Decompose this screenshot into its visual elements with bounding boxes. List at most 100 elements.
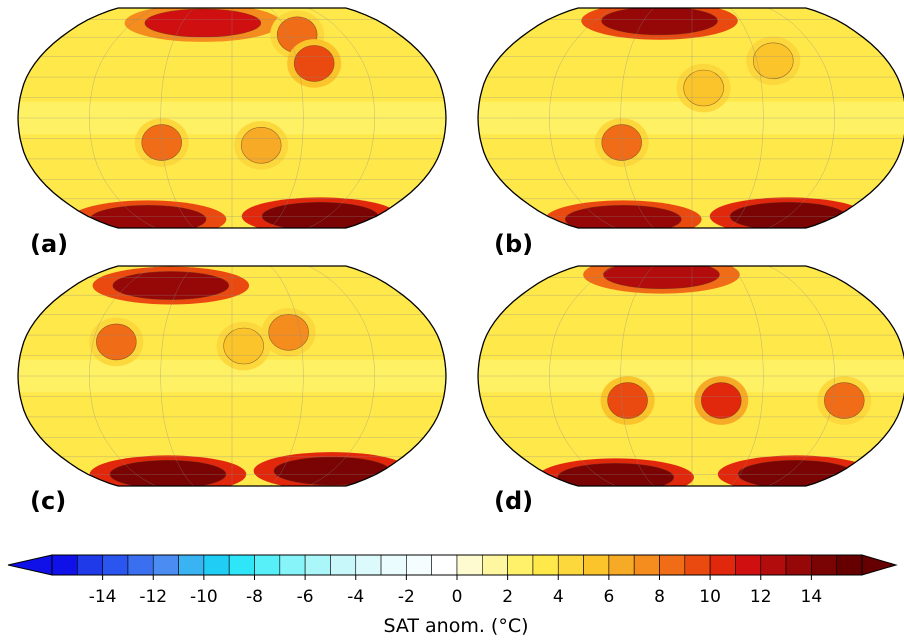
colorbar-segment xyxy=(836,554,863,576)
colorbar-ticks: -14 -12 -10 -8 -6 -4 -2 0 2 4 6 8 10 12 14 xyxy=(89,575,822,607)
colorbar-segment xyxy=(633,554,660,576)
colorbar-segment xyxy=(583,554,610,576)
colorbar-segment xyxy=(456,554,483,576)
meridian-line xyxy=(269,266,304,486)
colorbar-segment xyxy=(557,554,584,576)
colorbar-tick-label: 8 xyxy=(654,587,665,607)
colorbar-segment xyxy=(355,554,382,576)
meridian-line xyxy=(160,8,195,228)
colorbar-tick-label: -6 xyxy=(297,587,314,607)
meridian-line xyxy=(269,8,304,228)
colorbar-tick-label: 0 xyxy=(452,587,463,607)
colorbar-segment xyxy=(203,554,230,576)
colorbar-segment xyxy=(608,554,635,576)
colorbar-segment xyxy=(127,554,154,576)
meridian-line xyxy=(549,266,617,486)
colorbar-segment xyxy=(406,554,432,576)
colorbar-tick-label: 12 xyxy=(750,587,772,607)
meridian-line xyxy=(89,8,157,228)
colorbar-segment xyxy=(811,554,837,576)
colorbar-tick-label: -4 xyxy=(347,587,364,607)
anomaly-contour xyxy=(603,266,720,289)
colorbar-tick-label: -8 xyxy=(246,587,263,607)
anomaly-contour xyxy=(700,382,742,419)
anomaly-contour xyxy=(752,42,794,80)
colorbar-segment xyxy=(431,554,458,576)
meridian-line xyxy=(767,8,835,228)
meridian-line xyxy=(89,266,157,486)
anomaly-contour xyxy=(564,205,682,228)
panel-label-c: (c) xyxy=(30,487,66,515)
anomaly-contour xyxy=(223,327,264,365)
meridian-line xyxy=(767,266,835,486)
map-outline xyxy=(477,7,904,229)
colorbar-tick-label: 4 xyxy=(553,587,564,607)
anomaly-hotspot xyxy=(753,42,794,79)
colorbar-segment xyxy=(709,554,736,576)
colorbar-segment xyxy=(279,554,306,576)
anomaly-hotspot xyxy=(223,327,264,364)
anomaly-contour xyxy=(601,8,718,36)
colorbar-segment xyxy=(102,554,129,576)
anomaly-hotspot xyxy=(683,69,724,106)
anomaly-hotspot xyxy=(241,127,282,164)
meridian-line xyxy=(307,266,375,486)
map-panel-d xyxy=(477,265,904,487)
panel-label-d: (d) xyxy=(494,487,533,515)
colorbar-segment xyxy=(684,554,711,576)
anomaly-contour xyxy=(823,382,865,419)
colorbar-label: SAT anom. (°C) xyxy=(383,615,528,637)
colorbar-tick-label: 6 xyxy=(603,587,614,607)
colorbar-tick-label: -14 xyxy=(89,587,117,607)
anomaly-contour xyxy=(607,382,648,419)
anomaly-contour xyxy=(683,69,724,107)
colorbar-segment xyxy=(659,554,686,576)
colorbar-tick-label: 10 xyxy=(699,587,721,607)
anomaly-hotspot xyxy=(557,463,674,486)
colorbar-segment xyxy=(760,554,787,576)
map-outline xyxy=(17,265,447,487)
meridian-line xyxy=(620,8,655,228)
anomaly-hotspot xyxy=(701,382,742,419)
colorbar-extend-low xyxy=(7,554,53,576)
anomaly-hotspot xyxy=(824,382,865,419)
anomaly-hotspot xyxy=(603,266,720,289)
anomaly-contour xyxy=(293,45,335,82)
colorbar-segment xyxy=(785,554,812,576)
anomaly-hotspot xyxy=(268,314,309,351)
meridian-line xyxy=(160,266,195,486)
colorbar-tick-label: -12 xyxy=(139,587,167,607)
anomaly-hotspot xyxy=(96,323,137,360)
colorbar-segment xyxy=(228,554,255,576)
colorbar-segment xyxy=(507,554,534,576)
map-panel-b xyxy=(477,7,904,229)
colorbar-segment xyxy=(254,554,281,576)
colorbar-segment xyxy=(51,554,78,576)
map-panel-c xyxy=(17,265,447,487)
panel-label-b: (b) xyxy=(494,230,533,258)
colorbar-segment xyxy=(735,554,762,576)
meridian-line xyxy=(729,266,764,486)
anomaly-contour xyxy=(141,124,183,161)
colorbar-segment xyxy=(178,554,205,576)
meridian-line xyxy=(729,8,764,228)
anomaly-hotspot xyxy=(607,382,648,419)
colorbar-segment xyxy=(532,554,559,576)
colorbar-tick-label: -10 xyxy=(190,587,218,607)
map-panel-a xyxy=(17,7,447,229)
map-outline xyxy=(17,7,447,229)
colorbar-segment xyxy=(482,554,508,576)
colorbar-segment xyxy=(304,554,331,576)
colorbar-segment xyxy=(330,554,357,576)
anomaly-contour xyxy=(557,463,674,486)
anomaly-hotspot xyxy=(294,45,335,82)
anomaly-contour xyxy=(112,271,230,300)
colorbar-tick-label: 14 xyxy=(801,587,823,607)
anomaly-contour xyxy=(240,126,282,164)
panel-label-a: (a) xyxy=(30,230,68,258)
colorbar-extend-high xyxy=(861,554,898,576)
colorbar-segment xyxy=(152,554,179,576)
meridian-line xyxy=(620,266,655,486)
anomaly-contour xyxy=(601,124,643,161)
colorbar-segment xyxy=(380,554,407,576)
